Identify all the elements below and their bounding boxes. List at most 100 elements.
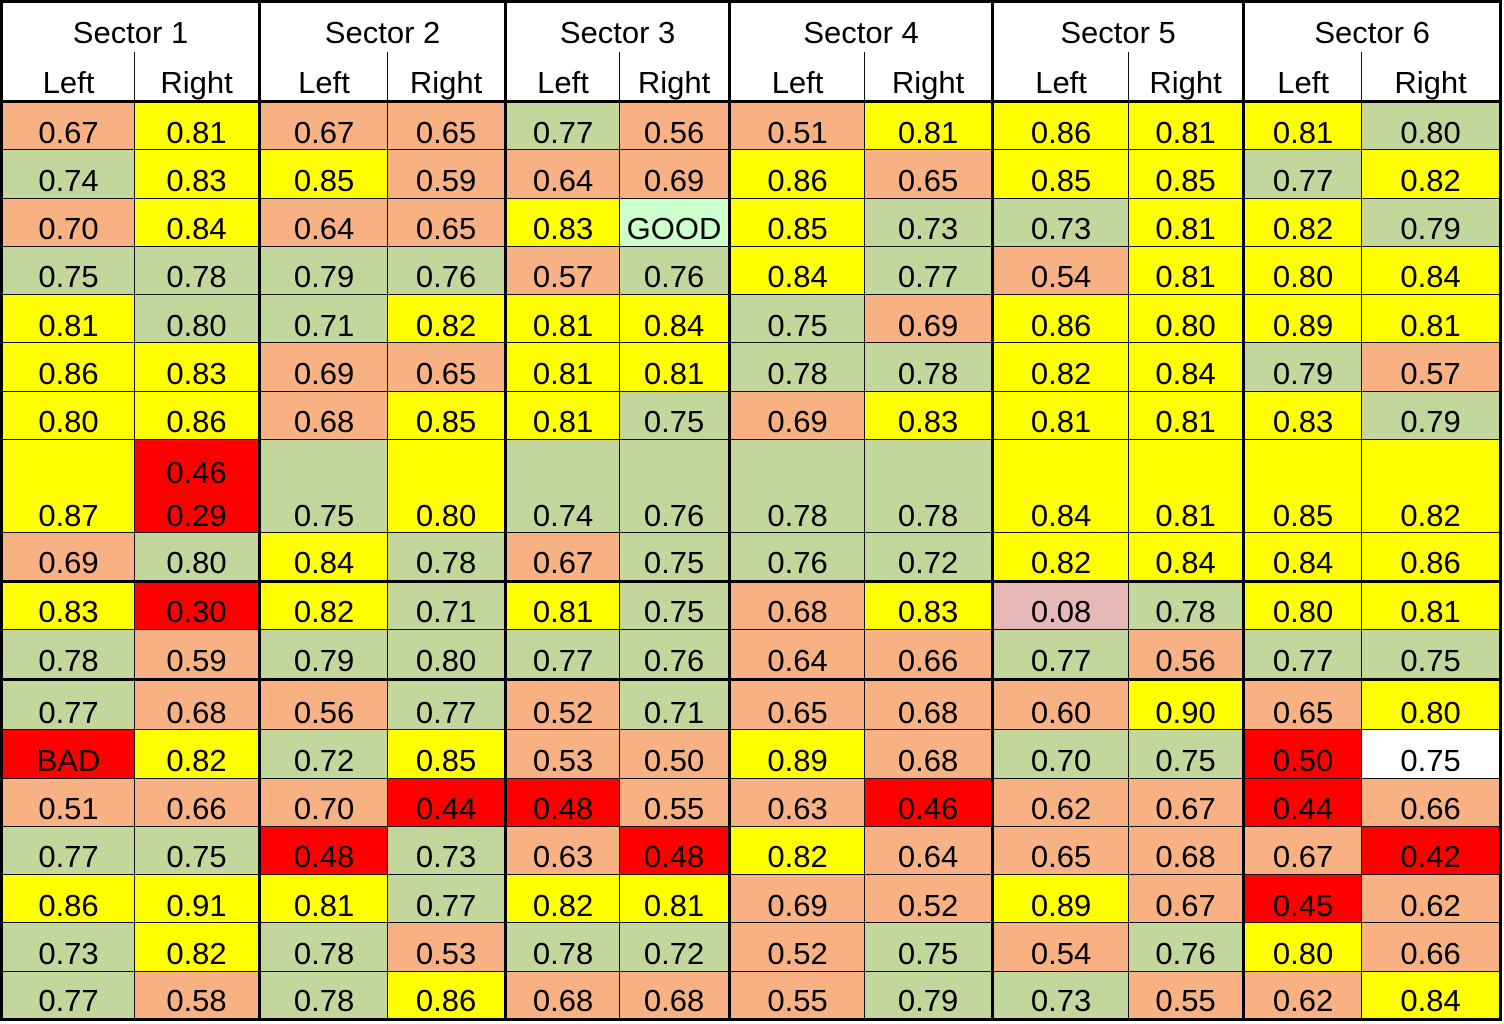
value-cell: 0.77 [0, 825, 135, 876]
value-cell: 0.48 [619, 825, 732, 876]
value-cell: 0.84 [1361, 245, 1503, 296]
value-cell: 0.42 [1361, 825, 1503, 876]
value-cell: 0.85 [387, 729, 508, 779]
value-cell: 0.50 [619, 729, 732, 779]
table-row: 0.81 0.80 0.71 0.82 0.81 0.84 0.75 0.69 0.86 0.80… [0, 293, 1503, 344]
value-cell: 0.54 [991, 922, 1130, 972]
value-cell: 0.82 [991, 532, 1130, 582]
value-cell: 0.74 [0, 149, 135, 199]
value-cell: 0.82 [991, 342, 1130, 392]
side-header-left: Left [1242, 51, 1363, 103]
value-cell: 0.71 [619, 678, 732, 731]
value-cell: 0.44 [1242, 777, 1363, 827]
value-cell: 0.66 [864, 628, 995, 681]
value-cell: 0.86 [0, 874, 135, 924]
value-cell: 0.79 [1242, 342, 1363, 392]
value-cell: 0.71 [387, 579, 508, 630]
value-cell: 0.82 [258, 579, 389, 630]
value-cell: 0.67 [504, 532, 621, 582]
value-cell: 0.76 [619, 628, 732, 681]
value-cell: 0.84 [619, 293, 732, 344]
value-cell: 0.63 [728, 777, 866, 827]
value-cell: 0.78 [0, 628, 135, 681]
value-cell: 0.74 [504, 438, 621, 534]
value-cell: 0.81 [133, 100, 262, 151]
value-cell: 0.75 [133, 825, 262, 876]
value-cell: 0.78 [728, 342, 866, 392]
value-cell: 0.86 [991, 293, 1130, 344]
value-cell: 0.83 [864, 579, 995, 630]
sector-header: Sector 3 [504, 0, 732, 52]
value-cell: 0.77 [504, 100, 621, 151]
value-cell: 0.80 [387, 628, 508, 681]
value-cell: 0.81 [991, 390, 1130, 440]
value-cell: 0.52 [864, 874, 995, 924]
value-cell: 0.81 [619, 874, 732, 924]
value-cell: 0.90 [1128, 678, 1246, 731]
value-cell: 0.83 [1242, 390, 1363, 440]
value-cell: 0.69 [864, 293, 995, 344]
value-cell: 0.75 [1361, 628, 1503, 681]
value-cell: 0.67 [258, 100, 389, 151]
value-cell: 0.69 [0, 532, 135, 582]
value-cell: 0.83 [133, 342, 262, 392]
value-cell: 0.76 [728, 532, 866, 582]
value-cell: 0.67 [1242, 825, 1363, 876]
side-header-left: Left [991, 51, 1130, 103]
table-row: 0.74 0.83 0.85 0.59 0.64 0.69 0.86 0.65 0.85 0.85… [0, 149, 1503, 199]
value-cell: 0.77 [0, 678, 135, 731]
value-cell: 0.85 [258, 149, 389, 199]
value-cell: 0.89 [991, 874, 1130, 924]
value-cell: 0.82 [728, 825, 866, 876]
value-cell: 0.85 [1128, 149, 1246, 199]
value-line: 0.46 [166, 455, 227, 491]
value-cell: 0.77 [991, 628, 1130, 681]
value-cell: 0.77 [504, 628, 621, 681]
value-cell: 0.85 [1242, 438, 1363, 534]
value-cell: 0.66 [1361, 922, 1503, 972]
side-header-left: Left [258, 51, 389, 103]
value-cell: 0.77 [1242, 149, 1363, 199]
value-cell: 0.68 [619, 970, 732, 1022]
table-row: 0.70 0.84 0.64 0.65 0.83 GOOD 0.85 0.73 0.73 0.81… [0, 197, 1503, 247]
value-cell: 0.86 [728, 149, 866, 199]
value-cell: 0.81 [1128, 438, 1246, 534]
value-cell: 0.67 [1128, 777, 1246, 827]
value-cell: 0.89 [728, 729, 866, 779]
value-cell: 0.65 [387, 342, 508, 392]
value-cell: 0.83 [0, 579, 135, 630]
value-cell: 0.80 [1242, 579, 1363, 630]
value-cell: 0.81 [1242, 100, 1363, 151]
value-cell: 0.66 [133, 777, 262, 827]
value-cell: 0.81 [1361, 579, 1503, 630]
value-cell: 0.46 0.29 [133, 438, 262, 534]
value-cell: 0.50 [1242, 729, 1363, 779]
value-cell: 0.69 [728, 874, 866, 924]
value-cell: 0.75 [619, 532, 732, 582]
table-row: 0.77 0.58 0.78 0.86 0.68 0.68 0.55 0.79 0.73 0.55… [0, 970, 1503, 1022]
value-cell: BAD [0, 729, 135, 779]
value-cell: 0.79 [1361, 390, 1503, 440]
value-cell: 0.86 [387, 970, 508, 1022]
value-cell: 0.52 [728, 922, 866, 972]
side-header-right: Right [387, 51, 508, 103]
value-cell: 0.81 [0, 293, 135, 344]
side-header-right: Right [133, 51, 262, 103]
sector-header: Sector 1 [0, 0, 262, 52]
value-cell: 0.56 [619, 100, 732, 151]
value-cell: 0.81 [1128, 245, 1246, 296]
value-cell: 0.51 [728, 100, 866, 151]
value-cell: 0.84 [1128, 532, 1246, 582]
value-cell: 0.67 [0, 100, 135, 151]
value-cell: 0.55 [728, 970, 866, 1022]
value-cell: 0.62 [991, 777, 1130, 827]
value-cell: 0.81 [258, 874, 389, 924]
value-cell: 0.81 [504, 293, 621, 344]
value-cell: 0.65 [387, 100, 508, 151]
value-cell: 0.80 [1242, 245, 1363, 296]
table-row: 0.86 0.91 0.81 0.77 0.82 0.81 0.69 0.52 0.89 0.67… [0, 874, 1503, 924]
value-cell: 0.56 [258, 678, 389, 731]
value-cell: 0.83 [864, 390, 995, 440]
value-cell: 0.68 [864, 678, 995, 731]
